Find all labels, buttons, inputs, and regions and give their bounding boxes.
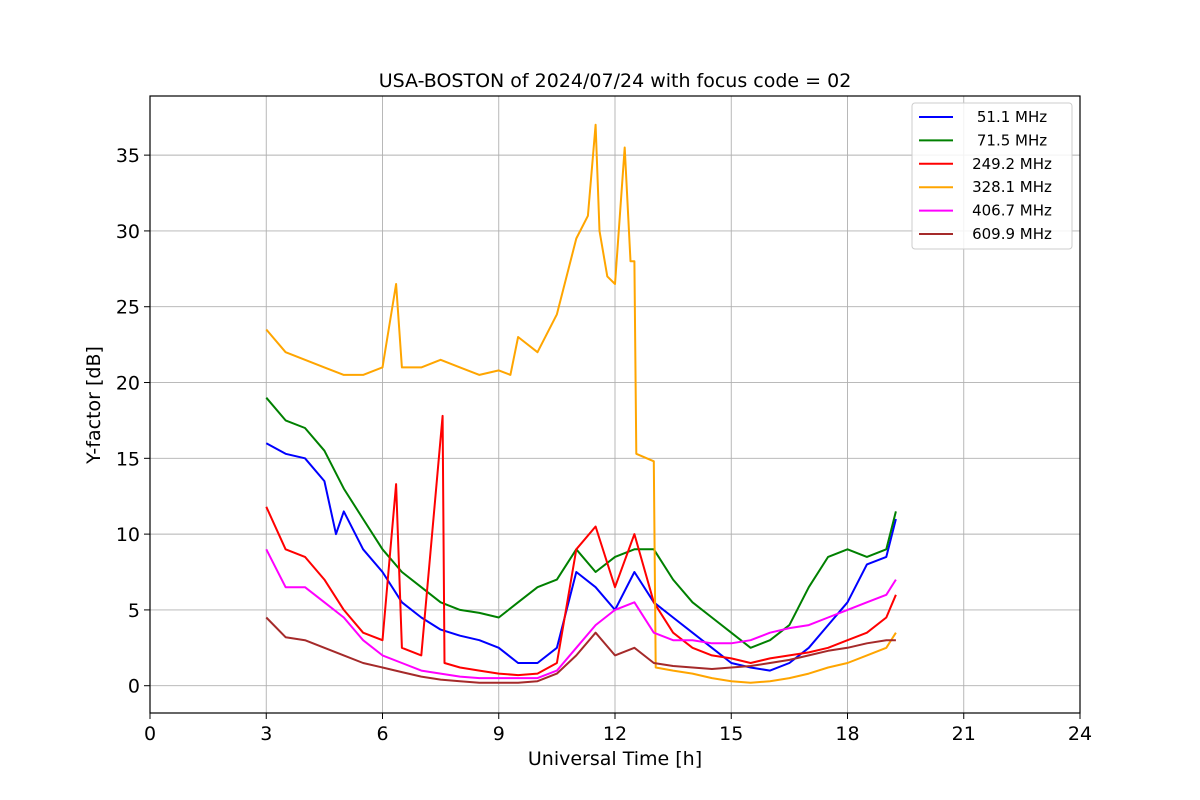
legend-entry-label: 51.1 MHz	[977, 108, 1047, 126]
chart-title: USA-BOSTON of 2024/07/24 with focus code…	[379, 70, 852, 92]
x-tick-label: 24	[1068, 723, 1092, 745]
x-tick-label: 21	[952, 723, 976, 745]
legend-entry-label: 328.1 MHz	[972, 178, 1052, 196]
x-tick-label: 12	[603, 723, 627, 745]
y-tick-label: 20	[116, 373, 140, 395]
legend-entry-label: 249.2 MHz	[972, 155, 1052, 173]
series-line-71-5-mhz	[265, 397, 897, 649]
x-tick-label: 3	[260, 723, 272, 745]
y-tick-label: 30	[116, 221, 140, 243]
x-axis-label: Universal Time [h]	[528, 748, 702, 770]
legend-entry-label: 406.7 MHz	[972, 202, 1052, 220]
legend-entry-label: 609.9 MHz	[972, 225, 1052, 243]
x-tick-label: 6	[376, 723, 388, 745]
x-tick-label: 9	[493, 723, 505, 745]
series-layer	[265, 123, 897, 684]
y-axis-ticks: 0 5 10 15 20 25 30 35	[116, 145, 150, 698]
legend: 51.1 MHz 71.5 MHz 249.2 MHz 328.1 MHz 406.7 …	[911, 102, 1073, 250]
y-tick-label: 0	[128, 676, 140, 698]
x-tick-label: 0	[144, 723, 156, 745]
y-axis-label: Y-factor [dB]	[83, 346, 105, 465]
y-tick-label: 25	[116, 297, 140, 319]
y-tick-label: 35	[116, 145, 140, 167]
series-line-249-2-mhz	[265, 414, 897, 677]
y-tick-label: 15	[116, 448, 140, 470]
x-axis-ticks: 0 3 6 9 12 15 18 21 24	[144, 713, 1092, 745]
x-tick-label: 15	[719, 723, 743, 745]
series-line-609-9-mhz	[265, 616, 896, 684]
series-line-328-1-mhz	[265, 123, 897, 684]
series-line-406-7-mhz	[265, 548, 897, 680]
y-tick-label: 10	[116, 524, 140, 546]
legend-entry-label: 71.5 MHz	[977, 131, 1047, 149]
x-tick-label: 18	[835, 723, 859, 745]
y-tick-label: 5	[128, 600, 140, 622]
